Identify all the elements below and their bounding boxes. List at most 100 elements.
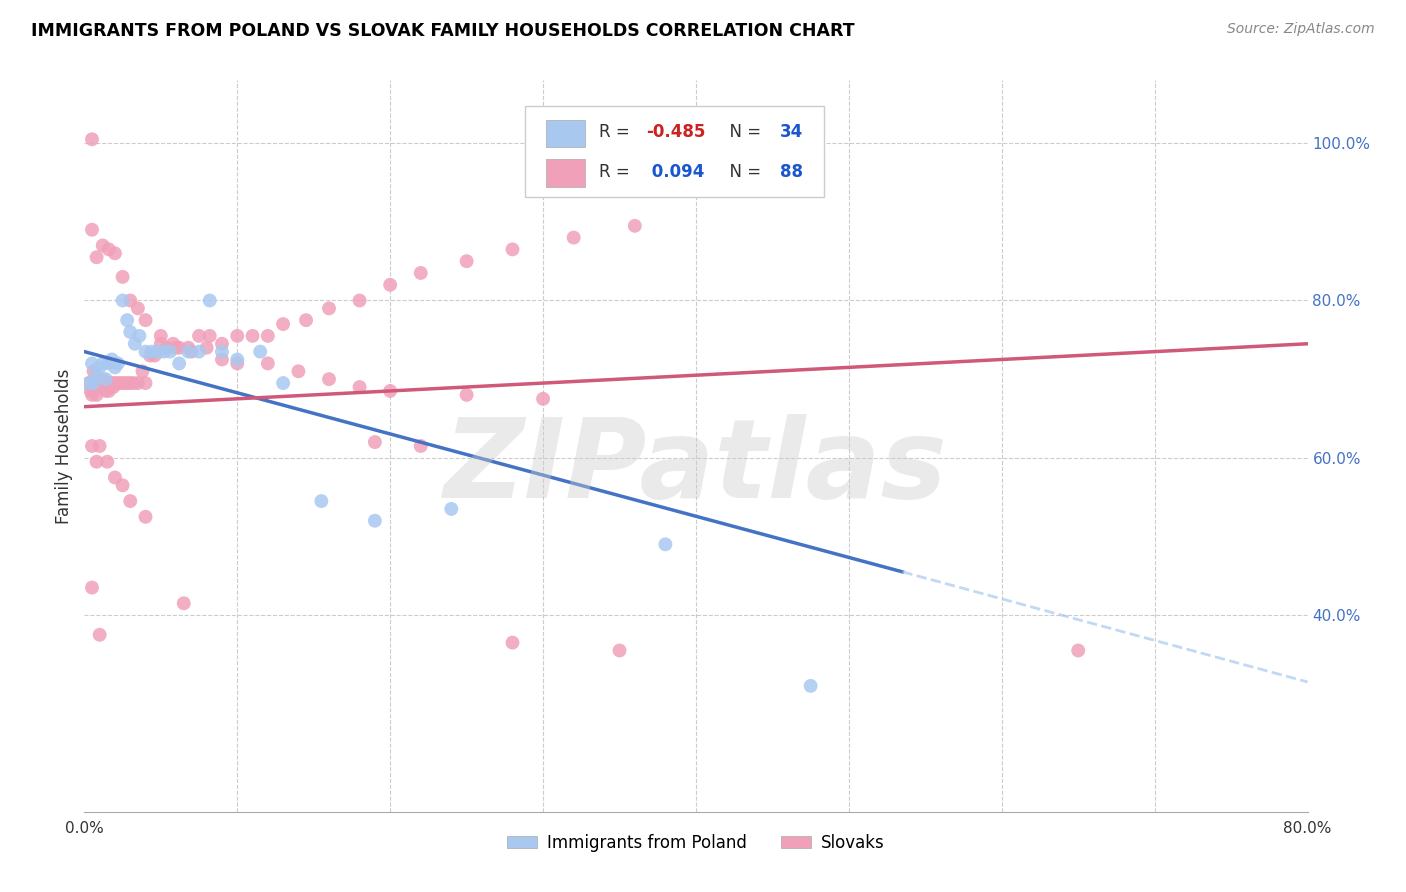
Point	[89, 628, 111, 642]
Point	[609, 643, 631, 657]
Point	[98, 376, 121, 390]
Point	[120, 325, 142, 339]
Point	[318, 301, 340, 316]
Point	[195, 341, 218, 355]
Point	[96, 376, 118, 390]
Point	[107, 376, 129, 390]
Point	[89, 360, 111, 375]
Point	[287, 364, 309, 378]
Point	[188, 344, 211, 359]
Point	[135, 509, 157, 524]
Point	[120, 494, 142, 508]
Point	[97, 356, 120, 370]
Point	[380, 384, 402, 398]
FancyBboxPatch shape	[546, 159, 585, 187]
Point	[107, 356, 129, 370]
Point	[101, 352, 124, 367]
Point	[156, 341, 179, 355]
Point	[143, 349, 166, 363]
Point	[127, 301, 149, 316]
Text: N =: N =	[720, 162, 766, 181]
Point	[364, 435, 387, 450]
Point	[226, 352, 249, 367]
Text: 88: 88	[780, 162, 803, 181]
Point	[91, 356, 114, 370]
Point	[456, 254, 478, 268]
Point	[87, 376, 110, 390]
Point	[198, 293, 221, 308]
Point	[128, 329, 150, 343]
Text: -0.485: -0.485	[645, 123, 706, 141]
Point	[271, 317, 294, 331]
Text: N =: N =	[720, 123, 766, 141]
Text: R =: R =	[599, 123, 636, 141]
Text: ZIPatlas: ZIPatlas	[444, 415, 948, 522]
Point	[77, 376, 100, 390]
Point	[131, 364, 153, 378]
Point	[96, 455, 118, 469]
Point	[110, 376, 132, 390]
Point	[349, 293, 371, 308]
Point	[94, 384, 117, 398]
Point	[654, 537, 676, 551]
Point	[624, 219, 647, 233]
Point	[135, 344, 157, 359]
Point	[226, 356, 249, 370]
Point	[120, 293, 142, 308]
Point	[562, 230, 585, 244]
Point	[502, 635, 524, 649]
Point	[135, 376, 157, 390]
Point	[141, 344, 163, 359]
Point	[211, 336, 233, 351]
Point	[101, 376, 124, 390]
Point	[115, 376, 138, 390]
Point	[80, 581, 103, 595]
Point	[80, 388, 103, 402]
Point	[86, 388, 108, 402]
Point	[257, 356, 280, 370]
Point	[91, 238, 114, 252]
FancyBboxPatch shape	[546, 120, 585, 147]
Point	[120, 376, 142, 390]
Point	[149, 336, 172, 351]
Point	[211, 352, 233, 367]
Point	[318, 372, 340, 386]
Point	[226, 329, 249, 343]
Point	[153, 344, 176, 359]
Point	[242, 329, 264, 343]
Point	[127, 376, 149, 390]
Point	[249, 344, 271, 359]
Point	[112, 376, 135, 390]
Text: R =: R =	[599, 162, 636, 181]
Point	[97, 384, 120, 398]
Point	[295, 313, 318, 327]
Point	[364, 514, 387, 528]
Point	[77, 376, 100, 390]
Point	[409, 439, 432, 453]
Point	[1067, 643, 1090, 657]
Point	[139, 349, 162, 363]
Point	[311, 494, 333, 508]
Point	[103, 380, 125, 394]
Point	[83, 364, 105, 378]
Legend: Immigrants from Poland, Slovaks: Immigrants from Poland, Slovaks	[501, 827, 891, 858]
Text: IMMIGRANTS FROM POLAND VS SLOVAK FAMILY HOUSEHOLDS CORRELATION CHART: IMMIGRANTS FROM POLAND VS SLOVAK FAMILY …	[31, 22, 855, 40]
Point	[93, 380, 115, 394]
Point	[124, 336, 146, 351]
Point	[86, 455, 108, 469]
Point	[167, 356, 190, 370]
Point	[502, 243, 524, 257]
Point	[800, 679, 823, 693]
Point	[115, 313, 138, 327]
Point	[94, 372, 117, 386]
Point	[80, 356, 103, 370]
Point	[80, 439, 103, 453]
Text: Source: ZipAtlas.com: Source: ZipAtlas.com	[1227, 22, 1375, 37]
Point	[111, 269, 134, 284]
Point	[180, 344, 202, 359]
Point	[104, 246, 127, 260]
Point	[165, 341, 187, 355]
Point	[146, 344, 169, 359]
Point	[211, 344, 233, 359]
Point	[111, 478, 134, 492]
